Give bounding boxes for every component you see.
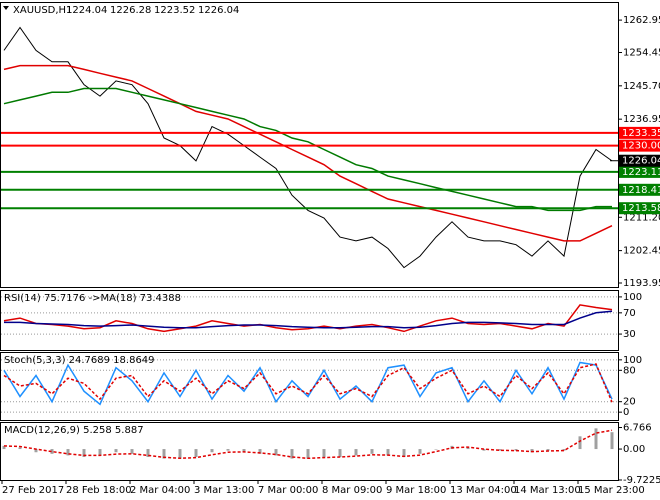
macd-bar [579,436,582,449]
x-tick-label: 28 Feb 18:00 [66,485,132,496]
x-tick-label: 2 Mar 04:00 [130,485,190,496]
title-marker [3,6,9,10]
macd-bar [435,449,438,450]
ohlc-value: 1224.04 [66,5,107,16]
x-tick-label: 3 Mar 13:00 [194,485,254,496]
y-tick-label: 1202.45 [623,246,660,257]
macd-bar [419,449,422,454]
ohlc-value: 1226.04 [198,5,239,16]
x-tick-label: 13 Mar 04:00 [450,485,517,496]
macd-bar [19,447,22,449]
y-tick-label: 1254.45 [623,47,660,58]
last-price-label: 1226.04 [622,156,660,167]
y-tick-label: 100 [623,355,642,366]
macd-bar [115,449,118,452]
panel-title: RSI(14) 75.7176 ->MA(18) 73.4388 [4,293,181,304]
y-tick-label: 100 [623,292,642,303]
x-tick-label: 14 Mar 13:00 [514,485,581,496]
ohlc-value: 1223.52 [154,5,195,16]
series-line [4,28,612,268]
y-tick-label: 1193.95 [623,278,660,289]
macd-bar [323,449,326,457]
macd-bar [211,449,214,452]
y-tick-label: 70 [623,308,636,319]
macd-bar [179,449,182,459]
macd-bar [227,449,230,451]
level-label: 1230.00 [622,141,660,152]
y-tick-label: 0 [623,407,629,418]
x-tick-label: 8 Mar 09:00 [322,485,382,496]
macd-bar [339,449,342,457]
y-tick-label: 80 [623,365,636,376]
y-tick-label: 1236.95 [623,114,660,125]
macd-bar [99,449,102,455]
macd-bar [595,428,598,449]
panel-title: XAUUSD,H1 [13,5,72,16]
series-line [4,311,612,328]
y-tick-label: 0.00 [623,444,645,455]
y-tick-label: -9.7225 [623,475,660,486]
x-tick-label: 27 Feb 2017 [2,485,64,496]
x-tick-label: 15 Mar 23:00 [578,485,645,496]
macd-bar [355,449,358,455]
series-line [4,363,612,405]
level-label: 1233.35 [622,128,660,139]
macd-bar [195,449,198,457]
y-tick-label: 30 [623,329,636,340]
series-line [4,89,612,211]
level-label: 1213.58 [622,203,660,214]
y-tick-label: 1262.95 [623,15,660,26]
level-label: 1218.41 [622,185,660,196]
series-line [4,66,612,241]
panel-title: Stoch(5,3,3) 24.7689 18.8649 [4,355,155,366]
macd-bar [307,449,310,459]
y-tick-label: 6.766 [623,423,652,434]
y-tick-label: 20 [623,397,636,408]
macd-bar [611,432,614,449]
x-tick-label: 9 Mar 18:00 [386,485,446,496]
x-tick-label: 7 Mar 00:00 [258,485,318,496]
panel-title: MACD(12,26,9) 5.258 5.887 [4,425,144,436]
ohlc-value: 1226.28 [110,5,151,16]
y-tick-label: 1245.70 [623,81,660,92]
macd-bar [371,449,374,454]
level-label: 1223.11 [622,167,660,178]
